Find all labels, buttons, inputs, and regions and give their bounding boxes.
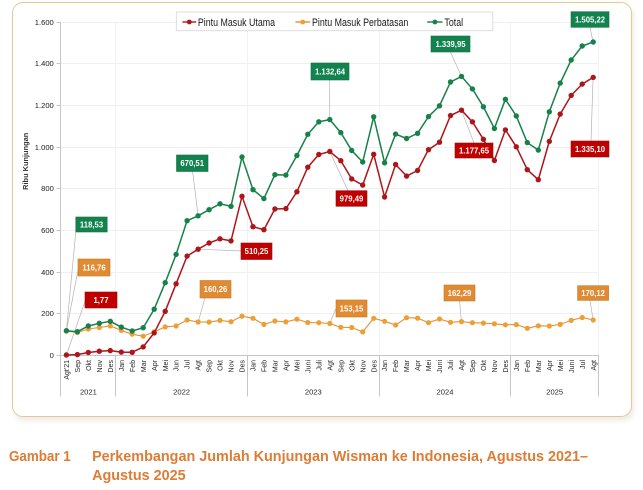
svg-text:510,25: 510,25 <box>245 247 269 256</box>
svg-text:Juni: Juni <box>569 360 576 373</box>
svg-text:1,77: 1,77 <box>93 296 108 305</box>
svg-text:Agt'21: Agt'21 <box>64 360 71 380</box>
svg-text:Apr: Apr <box>547 359 554 371</box>
svg-text:Ribu Kunjungan: Ribu Kunjungan <box>21 132 30 190</box>
svg-text:1.132,64: 1.132,64 <box>315 67 346 76</box>
svg-text:Des: Des <box>108 360 115 373</box>
svg-text:Agt: Agt <box>196 360 203 371</box>
svg-text:Pintu Masuk Utama: Pintu Masuk Utama <box>198 17 276 29</box>
svg-text:Apr: Apr <box>152 359 159 371</box>
svg-text:Sep: Sep <box>207 360 214 373</box>
svg-text:1.600: 1.600 <box>35 18 54 27</box>
svg-text:Feb: Feb <box>525 360 532 372</box>
svg-text:2021: 2021 <box>80 388 97 397</box>
svg-text:Jan: Jan <box>119 360 126 371</box>
svg-text:200: 200 <box>41 309 54 318</box>
svg-text:2025: 2025 <box>546 388 563 397</box>
svg-text:Nov: Nov <box>97 360 104 373</box>
svg-text:Agt: Agt <box>327 360 334 371</box>
svg-text:Jan: Jan <box>251 360 258 371</box>
svg-text:2022: 2022 <box>173 388 190 397</box>
svg-text:Juni: Juni <box>305 360 312 373</box>
svg-text:Feb: Feb <box>262 360 269 372</box>
svg-text:153,15: 153,15 <box>340 304 364 313</box>
svg-text:1.505,22: 1.505,22 <box>575 15 606 24</box>
svg-text:Apr: Apr <box>415 359 422 371</box>
svg-text:1.400: 1.400 <box>35 59 54 68</box>
svg-text:Feb: Feb <box>393 360 400 372</box>
svg-text:Okt: Okt <box>481 360 488 371</box>
svg-text:1.177,65: 1.177,65 <box>459 146 490 155</box>
svg-text:Agt: Agt <box>591 360 598 371</box>
svg-text:2024: 2024 <box>437 388 454 397</box>
svg-text:Jan: Jan <box>514 360 521 371</box>
svg-text:Nov: Nov <box>360 360 367 373</box>
svg-text:Feb: Feb <box>130 360 137 372</box>
svg-text:400: 400 <box>41 268 54 277</box>
svg-text:Mei: Mei <box>558 360 565 372</box>
svg-text:Pintu Masuk Perbatasan: Pintu Masuk Perbatasan <box>312 17 408 29</box>
svg-text:800: 800 <box>41 184 54 193</box>
svg-text:Des: Des <box>240 360 247 373</box>
svg-text:1.000: 1.000 <box>35 143 54 152</box>
svg-text:Des: Des <box>503 360 510 373</box>
svg-text:2023: 2023 <box>305 388 322 397</box>
svg-text:Total: Total <box>444 17 463 29</box>
svg-text:Mei: Mei <box>426 360 433 372</box>
svg-text:Okt: Okt <box>218 360 225 371</box>
svg-text:Mei: Mei <box>295 360 302 372</box>
svg-text:Agt: Agt <box>459 360 466 371</box>
svg-text:Juli: Juli <box>316 360 323 371</box>
svg-text:Mar: Mar <box>141 359 148 372</box>
svg-text:Jul: Jul <box>185 360 192 369</box>
svg-text:Nov: Nov <box>229 360 236 373</box>
svg-text:Sep: Sep <box>75 360 82 373</box>
svg-text:Nov: Nov <box>492 360 499 373</box>
svg-text:Okt: Okt <box>349 360 356 371</box>
svg-text:Sep: Sep <box>470 360 477 373</box>
svg-text:Mei: Mei <box>163 360 170 372</box>
svg-text:160,26: 160,26 <box>204 285 228 294</box>
svg-text:170,12: 170,12 <box>581 289 605 298</box>
svg-text:Jun: Jun <box>174 360 181 371</box>
svg-text:Jan: Jan <box>382 360 389 371</box>
svg-text:Des: Des <box>371 360 378 373</box>
svg-text:118,53: 118,53 <box>80 220 104 229</box>
svg-text:162,29: 162,29 <box>448 289 472 298</box>
svg-text:670,51: 670,51 <box>180 159 204 168</box>
svg-text:600: 600 <box>41 226 54 235</box>
svg-text:Juli: Juli <box>448 360 455 371</box>
svg-text:Jul: Jul <box>580 360 587 369</box>
svg-text:Sep: Sep <box>338 360 345 373</box>
svg-text:979,49: 979,49 <box>340 194 364 203</box>
svg-text:1.200: 1.200 <box>35 101 54 110</box>
svg-text:Juni: Juni <box>437 360 444 373</box>
svg-text:116,76: 116,76 <box>82 263 106 272</box>
svg-text:Okt: Okt <box>86 360 93 371</box>
svg-text:Mar: Mar <box>273 359 280 372</box>
svg-text:0: 0 <box>50 351 54 360</box>
svg-text:Mar: Mar <box>536 359 543 372</box>
svg-text:Mar: Mar <box>404 359 411 372</box>
svg-text:Apr: Apr <box>284 359 291 371</box>
svg-text:1.339,95: 1.339,95 <box>435 40 466 49</box>
svg-text:1.335,10: 1.335,10 <box>575 145 606 154</box>
